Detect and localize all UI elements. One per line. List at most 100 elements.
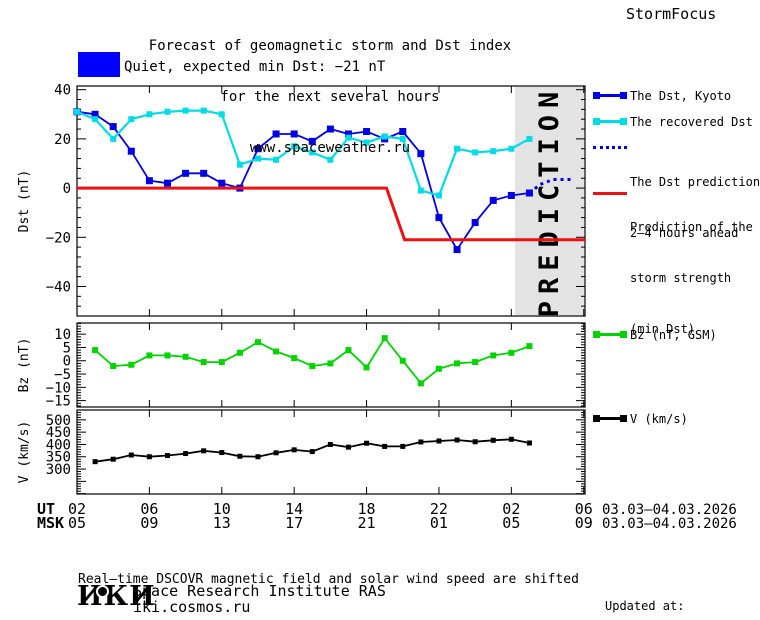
legend-label-dst-prediction: The Dst prediction 2–4 hours ahead	[630, 140, 760, 276]
legend-label-dst-kyoto: The Dst, Kyoto	[630, 89, 732, 103]
ut-row-label: UT	[37, 500, 55, 518]
the-dst-kyoto-marker	[182, 169, 190, 177]
v-km-s-marker	[472, 439, 478, 445]
footer-note: Real–time DSCOVR magnetic field and sola…	[78, 540, 579, 620]
prediction-band	[514, 87, 584, 315]
the-recovered-dst-marker	[417, 187, 424, 194]
bz-nt-gsm-marker	[508, 349, 515, 356]
v-km-s-marker	[454, 437, 460, 443]
the-recovered-dst-marker	[200, 107, 207, 114]
the-dst-kyoto-marker	[91, 110, 99, 118]
v-km-s-marker	[237, 453, 243, 459]
prediction-of-the-storm-strength-min-dst-line	[77, 186, 585, 242]
the-recovered-dst-marker	[236, 161, 243, 168]
the-dst-kyoto-marker	[145, 177, 153, 185]
the-dst-kyoto-marker	[308, 137, 316, 145]
msk-hour-label: 05	[68, 514, 86, 532]
dst-ytick-label: −40	[46, 279, 71, 295]
legend-label-dst-prediction-line2: 2–4 hours ahead	[630, 226, 739, 240]
legend-marker-dst-prediction	[593, 146, 627, 149]
the-recovered-dst-marker	[526, 135, 533, 142]
the-dst-kyoto-marker	[363, 128, 371, 136]
the-recovered-dst-marker	[291, 143, 298, 150]
title-block: Forecast of geomagnetic storm and Dst in…	[0, 4, 660, 191]
the-dst-kyoto-marker	[109, 123, 117, 131]
the-recovered-dst-marker	[164, 108, 171, 115]
the-dst-kyoto-marker	[399, 128, 407, 136]
v-ytick-label: 500	[46, 413, 71, 429]
the-recovered-dst-line	[76, 109, 530, 197]
brand-text: StormFocus	[626, 5, 717, 23]
bz-nt-gsm-marker	[526, 343, 533, 350]
footer-note-line1: Real–time DSCOVR magnetic field and sola…	[78, 572, 579, 587]
the-recovered-dst-marker	[508, 145, 515, 152]
the-recovered-dst-marker	[435, 192, 442, 199]
msk-hour-label: 17	[285, 514, 303, 532]
the-recovered-dst-marker	[454, 145, 461, 152]
the-recovered-dst-marker	[490, 148, 497, 155]
legend-marker-recovered-dst	[593, 117, 627, 125]
updated-block: Updated at: UT 02:05, 04.03.2026 MSK 05:…	[605, 566, 757, 620]
the-recovered-dst-marker	[92, 116, 99, 123]
the-recovered-dst-marker	[309, 149, 316, 156]
v-panel-frame	[76, 409, 586, 495]
bz-nt-gsm-marker	[381, 335, 388, 342]
bz-nt-gsm-marker	[236, 349, 243, 356]
page-title: Forecast of geomagnetic storm and Dst in…	[148, 38, 512, 54]
the-dst-kyoto-marker	[326, 125, 334, 133]
legend-label-bz: Bz (nT, GSM)	[630, 328, 717, 342]
v-km-s-marker	[490, 437, 496, 443]
legend-label-v: V (km/s)	[630, 412, 688, 426]
the-recovered-dst-marker	[110, 135, 117, 142]
bz-nt-gsm-marker	[435, 365, 442, 372]
bz-axis-label: Bz (nT)	[17, 338, 32, 393]
msk-row-label: MSK	[37, 514, 64, 532]
the-dst-kyoto-marker	[200, 169, 208, 177]
bz-nt-gsm-marker	[92, 347, 99, 354]
the-recovered-dst-marker	[345, 134, 352, 141]
ut-hour-label: 02	[68, 500, 86, 518]
msk-hour-label: 09	[575, 514, 593, 532]
bz-ytick-label: −15	[46, 394, 71, 410]
v-km-s-marker	[400, 443, 406, 449]
v-ytick-label: 450	[46, 425, 71, 441]
ut-hour-label: 06	[140, 500, 158, 518]
the-dst-kyoto-marker	[489, 196, 497, 204]
the-recovered-dst-marker	[327, 156, 334, 163]
msk-hour-label: 05	[502, 514, 520, 532]
msk-hour-label: 21	[358, 514, 376, 532]
dst-axis-label: Dst (nT)	[17, 170, 32, 233]
the-recovered-dst-marker	[381, 133, 388, 140]
the-recovered-dst-marker	[363, 139, 370, 146]
the-recovered-dst-marker	[218, 111, 225, 118]
the-dst-kyoto-marker	[507, 191, 515, 199]
the-dst-kyoto-marker	[344, 130, 352, 138]
bz-ytick-label: 0	[63, 354, 71, 370]
institute-name: Space Research Institute RAS	[133, 582, 386, 600]
the-dst-kyoto-marker	[218, 179, 226, 187]
the-recovered-dst-marker	[399, 135, 406, 142]
the-dst-kyoto-marker	[254, 145, 262, 153]
the-dst-kyoto-marker	[163, 179, 171, 187]
bz-nt-gsm-marker	[454, 360, 461, 367]
v-km-s-marker	[382, 443, 388, 449]
legend-label-storm-strength: Prediction of the storm strength (min Ds…	[630, 185, 753, 372]
the-dst-kyoto-marker	[290, 130, 298, 138]
the-dst-kyoto-marker	[417, 150, 425, 158]
legend-label-storm-strength-line2: storm strength	[630, 271, 732, 285]
ut-date-range: 03.03–04.03.2026	[602, 502, 737, 518]
legend-marker-bz	[593, 330, 627, 338]
dst-panel-frame	[76, 85, 586, 317]
the-dst-prediction-2-4-hours-ahead-line	[528, 178, 572, 195]
dst-ytick-label: −20	[46, 230, 71, 246]
v-km-s-marker	[327, 441, 333, 447]
bz-nt-gsm-marker	[128, 361, 135, 368]
legend-marker-dst-kyoto	[593, 91, 627, 99]
storm-level-swatch	[78, 52, 120, 77]
dst-ytick-label: 0	[63, 181, 71, 197]
ut-hour-label: 22	[430, 500, 448, 518]
bz-nt-gsm-marker	[182, 353, 189, 360]
legend-label-storm-strength-line3: (min Dst)	[630, 322, 696, 336]
the-recovered-dst-marker	[273, 156, 280, 163]
